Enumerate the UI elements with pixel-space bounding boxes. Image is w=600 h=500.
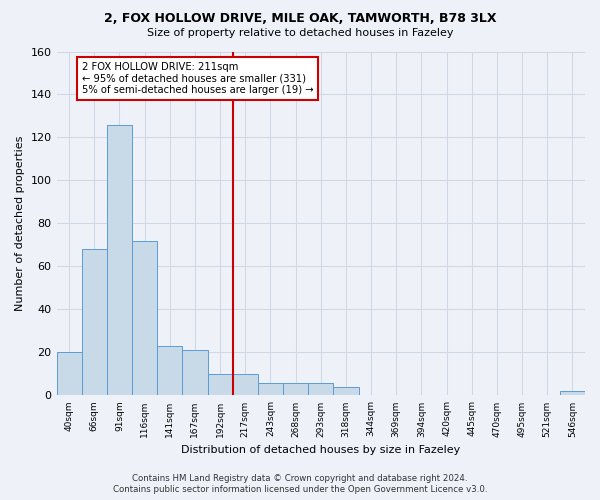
Bar (334, 387, 359, 396)
Bar (82, 250, 107, 396)
Bar (208, 374, 233, 396)
Bar (132, 240, 157, 396)
Bar (233, 374, 258, 396)
Bar (308, 382, 334, 396)
Bar (107, 124, 132, 396)
Bar (182, 350, 208, 396)
Bar (258, 382, 283, 396)
Text: Contains HM Land Registry data © Crown copyright and database right 2024.
Contai: Contains HM Land Registry data © Crown c… (113, 474, 487, 494)
X-axis label: Distribution of detached houses by size in Fazeley: Distribution of detached houses by size … (181, 445, 460, 455)
Bar (56, 352, 82, 396)
Text: 2 FOX HOLLOW DRIVE: 211sqm
← 95% of detached houses are smaller (331)
5% of semi: 2 FOX HOLLOW DRIVE: 211sqm ← 95% of deta… (82, 62, 313, 96)
Bar (157, 346, 182, 396)
Y-axis label: Number of detached properties: Number of detached properties (15, 136, 25, 311)
Bar (560, 391, 585, 396)
Bar (283, 382, 308, 396)
Text: Size of property relative to detached houses in Fazeley: Size of property relative to detached ho… (147, 28, 453, 38)
Text: 2, FOX HOLLOW DRIVE, MILE OAK, TAMWORTH, B78 3LX: 2, FOX HOLLOW DRIVE, MILE OAK, TAMWORTH,… (104, 12, 496, 26)
